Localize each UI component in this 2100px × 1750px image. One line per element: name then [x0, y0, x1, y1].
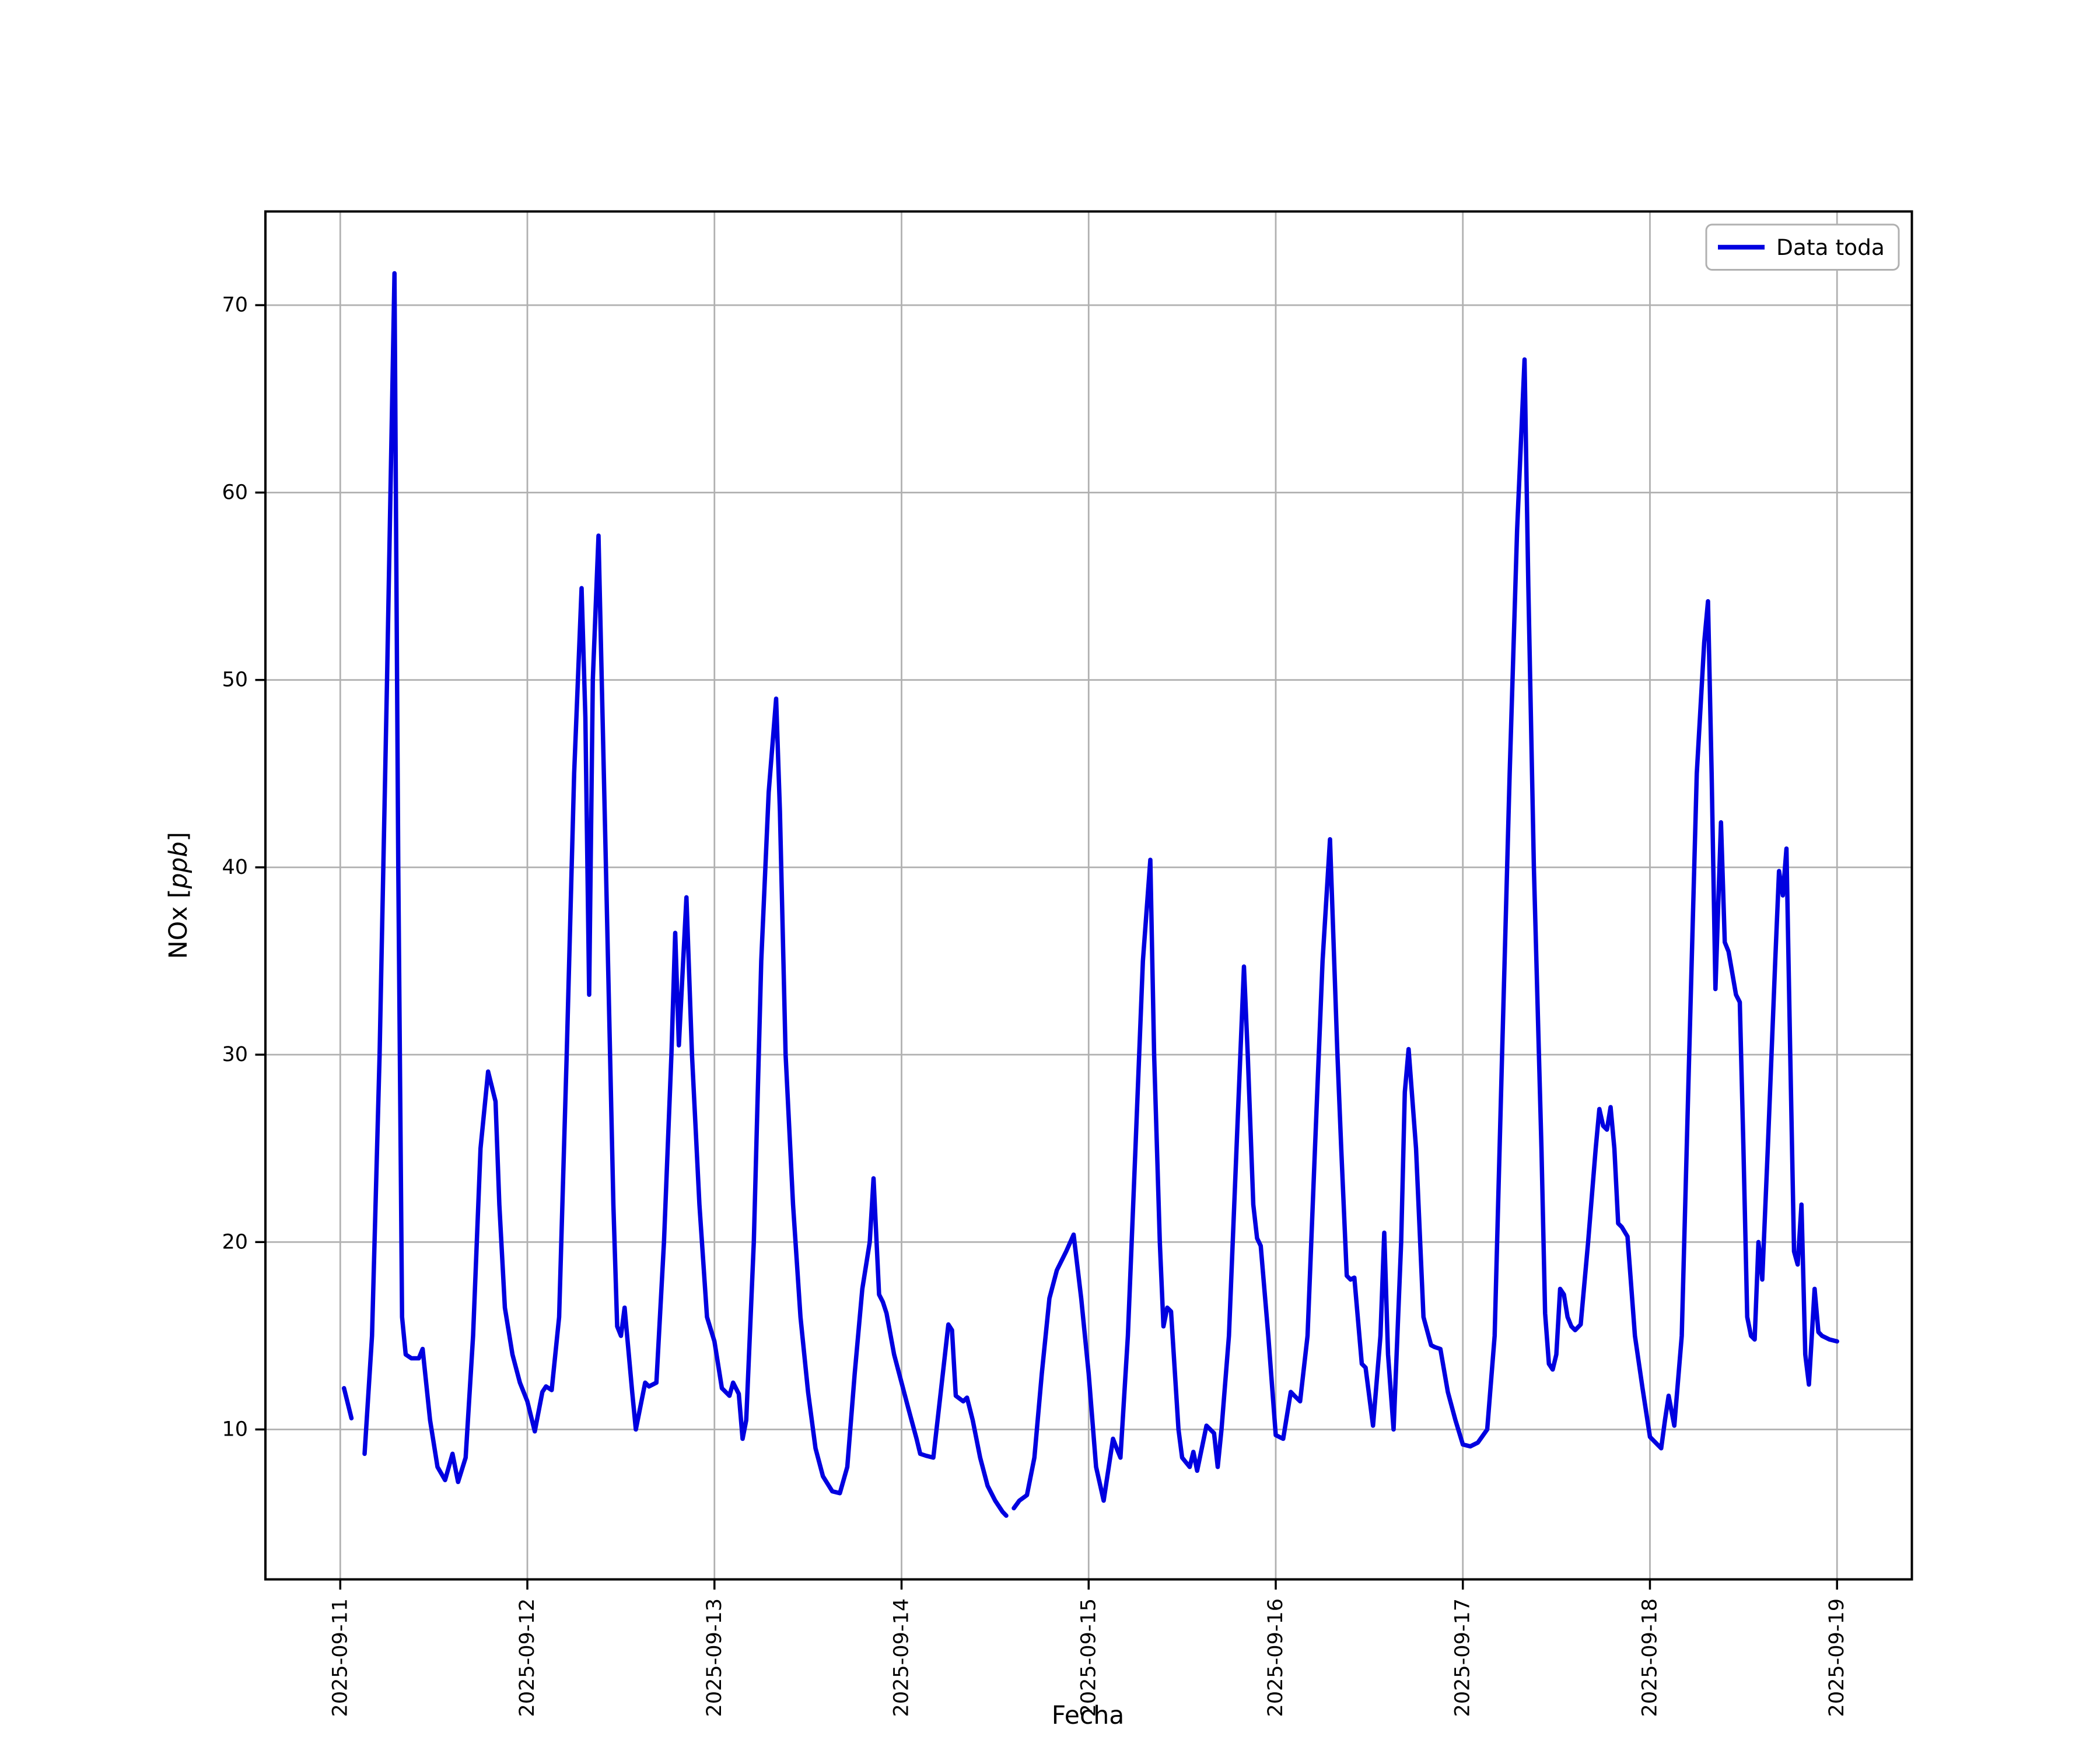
x-tick-label: 2025-09-17	[1451, 1598, 1475, 1717]
y-tick-label: 60	[222, 481, 248, 504]
x-axis-title: Fecha	[1052, 1702, 1125, 1730]
y-tick-label: 20	[222, 1230, 248, 1254]
grid-lines	[265, 211, 1912, 1580]
x-tick-label: 2025-09-12	[516, 1598, 539, 1717]
x-tick-label: 2025-09-18	[1638, 1598, 1661, 1717]
legend: Data toda	[1705, 223, 1900, 271]
x-tick-label: 2025-09-14	[890, 1598, 914, 1717]
y-tick-label: 30	[222, 1043, 248, 1066]
x-tick-label: 2025-09-16	[1264, 1598, 1287, 1717]
legend-box	[1705, 223, 1900, 271]
y-tick-label: 40	[222, 856, 248, 879]
y-tick-label: 50	[222, 668, 248, 692]
x-tick-label: 2025-09-19	[1825, 1598, 1849, 1717]
x-tick-label: 2025-09-11	[328, 1598, 352, 1717]
legend-label: Data toda	[1776, 235, 1885, 260]
x-tick-label: 2025-09-15	[1077, 1598, 1100, 1717]
y-axis-title: NOx [ppb]	[164, 832, 193, 959]
y-tick-label: 10	[222, 1418, 248, 1441]
y-tick-label: 70	[222, 293, 248, 317]
plot-border	[264, 210, 1913, 1581]
data-series-layer	[342, 271, 1839, 1518]
axes-layer: 2025-09-11 2025-09-12 2025-09-13 2025-09-14…	[222, 210, 1913, 1717]
series-line	[342, 271, 1839, 1518]
x-tick-label: 2025-09-13	[703, 1598, 726, 1717]
